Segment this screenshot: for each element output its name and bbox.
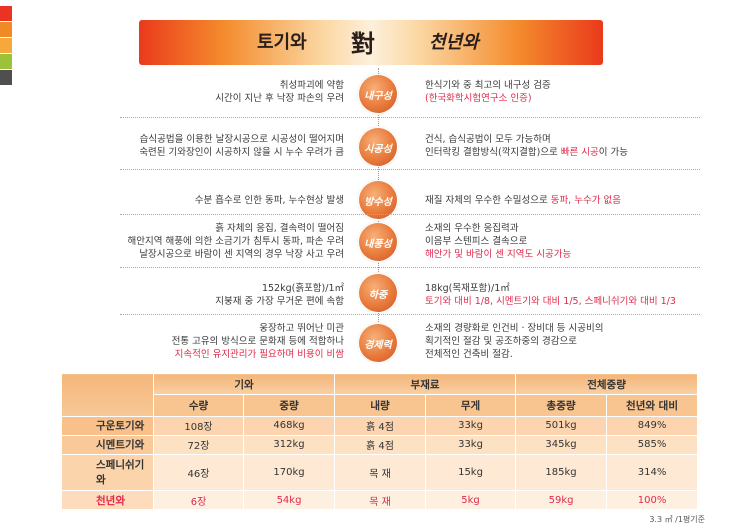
table-corner-cell	[61, 373, 154, 417]
table-cell: 312kg	[242, 434, 336, 455]
table-cell: 33kg	[425, 434, 517, 455]
table-cell: 849%	[606, 416, 699, 436]
row-left-text: 습식공법을 이용한 날장시공으로 시공성이 떨어지며 숙련된 기와장인이 시공하지…	[139, 134, 344, 158]
table-cell: 5kg	[425, 490, 517, 510]
badge-wind-resistance: 내풍성	[359, 223, 397, 261]
group-header-materials: 부재료	[334, 373, 517, 395]
title-banner: 토기와 對 천년와	[139, 20, 603, 65]
row-left-text: 152kg(흙포함)/1㎡ 지붕재 중 가장 무거운 편에 속함	[215, 283, 344, 307]
row-right-text: 소재의 경량화로 인건비 · 장비대 등 시공비의 획기적인 절감 및 공조하중의…	[425, 323, 604, 360]
table-cell: 6장	[153, 490, 244, 510]
table-cell: 501kg	[515, 416, 608, 436]
table-cell: 흙 4점	[334, 434, 427, 455]
subheader-cell: 수량	[153, 394, 244, 417]
row-separator	[120, 267, 700, 268]
table-cell: 목 재	[334, 490, 427, 510]
table-cell: 59kg	[515, 490, 608, 510]
table-cell: 345kg	[515, 434, 608, 455]
table-cell: 314%	[606, 453, 699, 492]
table-row: 구운토기와 108장 468kg 흙 4점 33kg 501kg 849%	[61, 416, 699, 436]
subheader-cell: 무게	[425, 394, 517, 417]
row-name: 천년와	[61, 490, 154, 510]
badge-durability: 내구성	[359, 75, 397, 113]
color-swatch-bar	[0, 6, 12, 86]
table-cell: 46장	[153, 453, 244, 492]
swatch-light-orange	[0, 38, 12, 53]
table-cell: 170kg	[242, 453, 336, 492]
table-cell: 15kg	[425, 453, 517, 492]
table-cell: 54kg	[242, 490, 336, 510]
row-name: 구운토기와	[61, 416, 154, 436]
row-right-text: 한식기와 중 최고의 내구성 검증 (한국화학시험연구소 인증)	[425, 80, 551, 104]
badge-waterproofing: 방수성	[359, 181, 397, 219]
row-separator	[120, 314, 700, 315]
table-cell: 72장	[153, 434, 244, 455]
row-separator	[120, 214, 700, 215]
subheader-cell: 중량	[242, 394, 336, 417]
banner-versus: 對	[351, 29, 375, 58]
group-header-total-weight: 전체중량	[515, 373, 699, 395]
row-left-text: 흙 자체의 응집, 결속력이 떨어짐 해안지역 해풍에 의한 소금기가 침투시 동…	[127, 223, 344, 260]
table-cell: 468kg	[242, 416, 336, 436]
swatch-green	[0, 54, 12, 69]
badge-constructability: 시공성	[359, 128, 397, 166]
row-separator	[120, 117, 700, 118]
table-cell: 목 재	[334, 453, 427, 492]
swatch-red	[0, 6, 12, 21]
table-cell: 108장	[153, 416, 244, 436]
table-cell: 33kg	[425, 416, 517, 436]
badge-economy: 경제력	[359, 324, 397, 362]
table-group-header-row: 기와 부재료 전체중량	[61, 373, 699, 417]
table-cell: 185kg	[515, 453, 608, 492]
row-left-text: 웅장하고 뛰어난 미관 전통 고유의 방식으로 문화재 등에 적합하나 지속적인 유…	[171, 323, 344, 360]
row-left-text: 수분 흡수로 인한 동파, 누수현상 발생	[194, 195, 344, 206]
row-right-text: 18kg(목재포함)/1㎡ 토기와 대비 1/8, 시멘트기와 대비 1/5, 스…	[425, 283, 676, 307]
row-separator	[120, 169, 700, 170]
row-right-text: 건식, 습식공법이 모두 가능하며 인터락킹 결합방식(깍지결합)으로 빠른 시…	[425, 134, 629, 158]
subheader-cell: 총중량	[515, 394, 608, 417]
weight-comparison-table: 기와 부재료 전체중량 수량 중량 내량 무게 총중량 천년와 대비 구운토기와…	[61, 373, 699, 510]
table-cell: 흙 4점	[334, 416, 427, 436]
table-cell: 100%	[606, 490, 699, 510]
row-left-text: 취성파괴에 약함 시간이 지난 후 낙장 파손의 우려	[215, 80, 344, 104]
group-header-tile: 기와	[152, 373, 336, 395]
subheader-cell: 내량	[334, 394, 427, 417]
banner-left-title: 토기와	[257, 32, 307, 53]
footnote: 3.3 ㎡ /1평기준	[649, 515, 705, 524]
row-right-text: 재질 자체의 우수한 수밀성으로 동파, 누수가 없음	[425, 195, 621, 206]
table-cell: 585%	[606, 434, 699, 455]
swatch-dark	[0, 70, 12, 85]
table-row-highlight: 천년와 6장 54kg 목 재 5kg 59kg 100%	[61, 490, 699, 510]
badge-load: 하중	[359, 274, 397, 312]
banner-right-title: 천년와	[429, 32, 479, 53]
table-subheader-row: 수량 중량 내량 무게 총중량 천년와 대비	[62, 394, 699, 417]
swatch-orange	[0, 22, 12, 37]
row-right-text: 소재의 우수한 응집력과 이음부 스텐피스 결속으로 해안가 및 바람이 센 지역도…	[425, 223, 572, 260]
table-row: 시멘트기와 72장 312kg 흙 4점 33kg 345kg 585%	[61, 434, 699, 455]
row-name: 스페니쉬기와	[61, 453, 154, 492]
table-row: 스페니쉬기와 46장 170kg 목 재 15kg 185kg 314%	[61, 453, 699, 492]
row-name: 시멘트기와	[61, 434, 154, 455]
subheader-cell: 천년와 대비	[606, 394, 699, 417]
